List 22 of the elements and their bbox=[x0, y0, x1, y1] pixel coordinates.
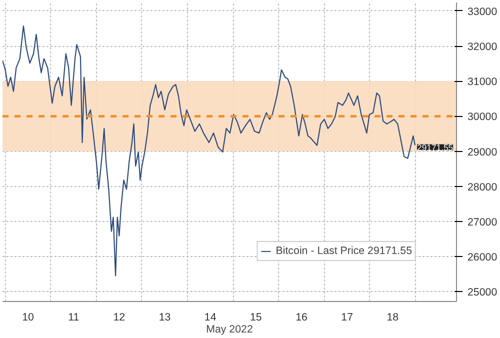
x-tick-label: 16 bbox=[296, 312, 308, 324]
y-tick-label: 29000 bbox=[468, 146, 498, 158]
y-tick-label: 33000 bbox=[468, 6, 498, 18]
y-tick-label: 25000 bbox=[468, 286, 498, 299]
y-tick-label: 28000 bbox=[468, 181, 498, 194]
x-tick-label: 18 bbox=[386, 312, 399, 324]
x-axis-title: May 2022 bbox=[206, 324, 253, 336]
x-tick-label: 15 bbox=[250, 312, 262, 324]
legend-label: Bitcoin - Last Price 29171.55 bbox=[276, 245, 412, 257]
y-tick-label: 30000 bbox=[468, 111, 498, 124]
annotation: 29171.55 bbox=[417, 142, 454, 152]
y-tick-label: 27000 bbox=[468, 216, 498, 228]
y-tick-label: 32000 bbox=[468, 41, 498, 54]
x-tick-label: 13 bbox=[158, 312, 171, 324]
y-tick-label: 26000 bbox=[468, 252, 498, 264]
y-tick-label: 31000 bbox=[468, 76, 498, 88]
x-tick-label: 17 bbox=[341, 312, 354, 324]
x-tick-label: 10 bbox=[22, 312, 34, 324]
x-tick-label: 14 bbox=[204, 312, 216, 324]
line-series bbox=[2, 25, 416, 276]
x-tick-label: 11 bbox=[68, 312, 80, 324]
x-tick-label: 12 bbox=[113, 312, 126, 324]
